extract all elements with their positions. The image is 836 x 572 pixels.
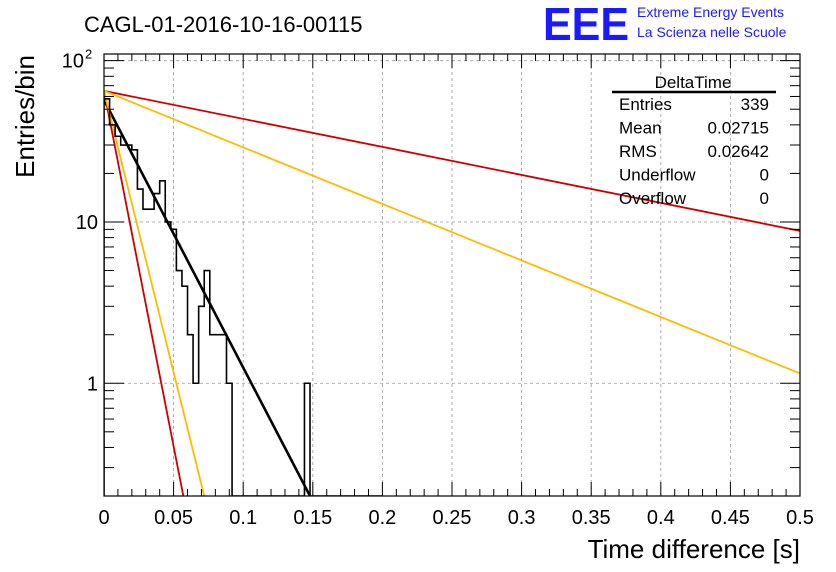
histogram-bin xyxy=(154,194,160,496)
logo-line-1: Extreme Energy Events xyxy=(637,4,784,20)
x-tick-label: 0 xyxy=(98,507,109,529)
histogram-bin xyxy=(226,383,232,496)
histogram-bin xyxy=(193,383,199,496)
x-tick-label: 0.15 xyxy=(293,507,332,529)
histogram-bin xyxy=(304,383,310,496)
fit-line xyxy=(104,90,800,375)
histogram-bin xyxy=(149,209,155,496)
stats-value: 0 xyxy=(760,189,769,208)
fit-line xyxy=(104,99,312,496)
x-tick-label: 0.3 xyxy=(508,507,536,529)
eee-logo-mark: EEE xyxy=(543,0,629,50)
histogram-bin xyxy=(210,335,216,496)
histogram-bin xyxy=(188,335,194,496)
histogram-bin xyxy=(182,286,188,496)
y-tick-label-exponent: 2 xyxy=(85,47,92,62)
grid xyxy=(103,54,801,496)
stats-label: Entries xyxy=(619,95,672,114)
x-axis-ticks: 0 0.05 0.1 0.15 0.2 0.25 0.3 0.35 0.4 0.45 0.5 xyxy=(98,54,814,529)
stats-label: RMS xyxy=(619,142,657,161)
logo-line-2: La Scienza nelle Scuole xyxy=(637,24,787,40)
chart-title: CAGL-01-2016-10-16-00115 xyxy=(84,12,362,37)
x-tick-label: 0.5 xyxy=(786,507,814,529)
x-tick-label: 0.25 xyxy=(433,507,472,529)
stats-box: DeltaTime Entries 339 Mean 0.02715 RMS 0.0264… xyxy=(612,73,776,208)
stats-value: 0.02715 xyxy=(708,119,769,138)
stats-label: Overflow xyxy=(619,189,687,208)
y-tick-label-base: 10 xyxy=(62,51,84,73)
stats-title: DeltaTime xyxy=(655,73,732,92)
y-axis-label: Entries/bin xyxy=(10,55,40,178)
x-tick-label: 0.2 xyxy=(368,507,396,529)
stats-value: 0.02642 xyxy=(708,142,769,161)
x-tick-label: 0.35 xyxy=(572,507,611,529)
x-tick-label: 0.1 xyxy=(229,507,257,529)
x-axis-label: Time difference [s] xyxy=(588,534,800,564)
histogram-bin xyxy=(132,150,138,496)
stats-value: 0 xyxy=(760,166,769,185)
x-tick-label: 0.45 xyxy=(711,507,750,529)
fit-line xyxy=(104,90,206,496)
y-tick-label: 10 xyxy=(76,212,98,234)
histogram-bin xyxy=(115,136,121,496)
stats-label: Mean xyxy=(619,119,662,138)
histogram-bin xyxy=(199,306,205,496)
fit-line xyxy=(104,90,185,496)
eee-logo: EEE Extreme Energy Events La Scienza nel… xyxy=(543,0,787,50)
stats-value: 339 xyxy=(741,95,769,114)
histogram xyxy=(104,98,383,496)
y-tick-label: 1 xyxy=(87,373,98,395)
x-tick-label: 0.05 xyxy=(154,507,193,529)
fit-lines xyxy=(104,89,800,496)
x-tick-label: 0.4 xyxy=(647,507,675,529)
histogram-bin xyxy=(110,125,116,496)
histogram-bin xyxy=(221,335,227,496)
stats-label: Underflow xyxy=(619,166,696,185)
histogram-bin xyxy=(104,99,110,496)
histogram-bin xyxy=(215,335,221,496)
histogram-outline xyxy=(104,98,383,496)
fit-line xyxy=(104,89,800,232)
